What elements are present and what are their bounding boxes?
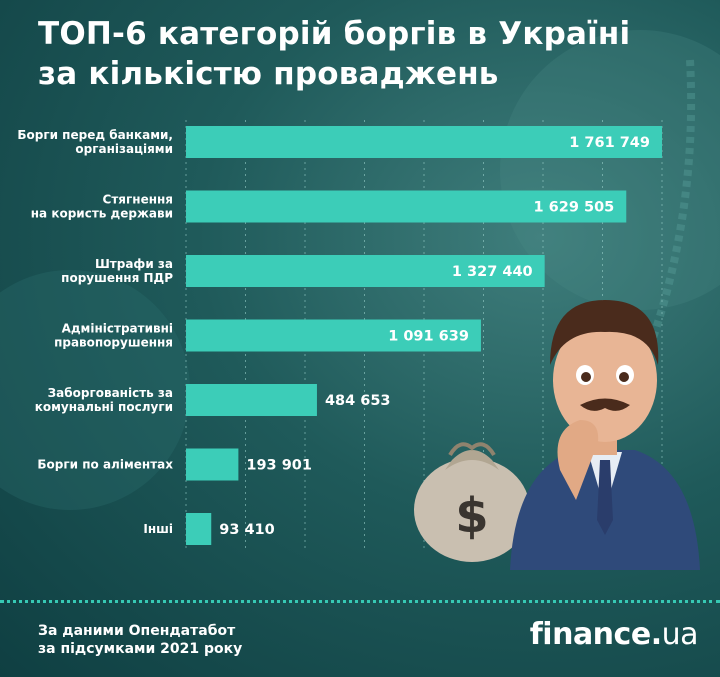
svg-text:$: $ [455,488,488,544]
value-label: 193 901 [246,458,312,474]
source-line-2: за підсумками 2021 року [38,641,243,657]
category-label: Заборгованість за комунальні послуги [35,386,173,414]
category-label: Інші [143,522,173,536]
logo-name: finance [529,617,651,652]
bar-layer [186,126,662,545]
logo-dot: . [650,617,662,652]
bar-chart: 1 761 749 Борги перед банками, організація… [17,120,663,551]
value-label: 1 327 440 [452,264,533,280]
value-label: 1 091 639 [388,329,469,345]
footer-divider [0,600,720,603]
bar [186,190,627,223]
source-note: За даними Опендатабот за підсумками 2021… [38,622,242,658]
bar [186,319,481,352]
value-label: 1 629 505 [534,200,615,216]
bar [186,513,212,545]
source-line-1: За даними Опендатабот [38,623,236,639]
category-label: Борги перед банками, організаціями [17,128,173,156]
label-layer: 1 761 749 Борги перед банками, організація… [17,128,650,538]
value-label: 1 761 749 [569,135,650,151]
chart-title-line-2: за кількістю проваджень [38,56,499,92]
value-label: 484 653 [325,393,391,409]
finance-ua-logo[interactable]: finance.ua [529,617,699,652]
chart-title-line-1: ТОП-6 категорій боргів в Україні [38,16,631,52]
logo-suffix: ua [661,617,699,652]
category-label: Штрафи за порушення ПДР [61,257,173,285]
bar [186,448,239,481]
bar [186,126,662,158]
bar [186,255,545,287]
businessman-figure [510,300,700,570]
category-label: Стягнення на користь держави [31,193,173,221]
businessman-illustration: $ [414,300,700,570]
category-label: Адміністративні правопорушення [54,322,173,350]
chart-title: ТОП-6 категорій боргів в Україні за кіль… [38,14,630,94]
bar [186,384,317,416]
category-label: Борги по аліментах [37,458,173,472]
money-bag-icon: $ [414,442,530,562]
value-label: 93 410 [219,522,275,538]
